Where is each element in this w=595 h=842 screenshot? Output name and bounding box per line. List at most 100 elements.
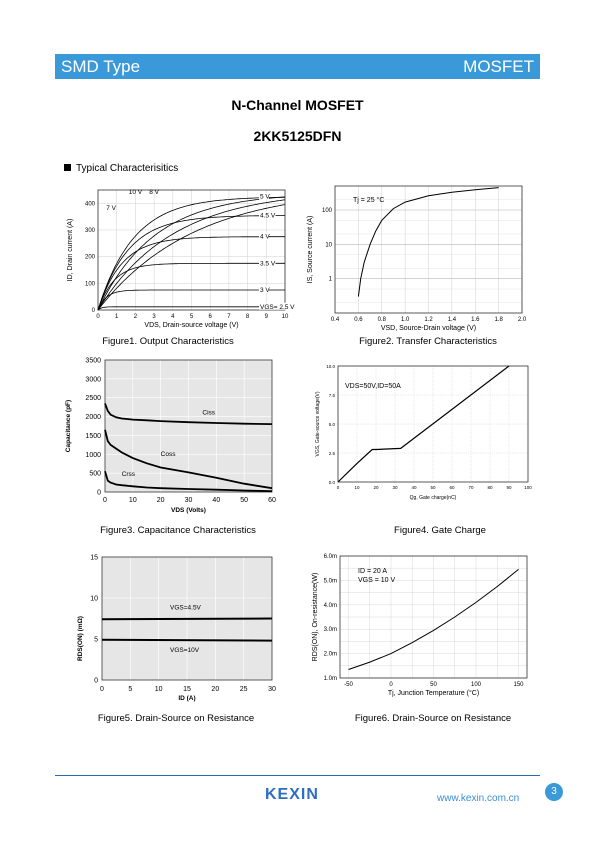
y-tick-label: 0.0 (329, 480, 336, 485)
x-tick-label: 90 (506, 485, 512, 490)
series-line (97, 289, 285, 311)
series-line (97, 262, 285, 311)
x-tick-label: 50 (430, 485, 436, 490)
x-tick-label: 70 (468, 485, 474, 490)
y-tick-label: 500 (89, 471, 101, 478)
y-tick-label: 100 (85, 281, 96, 287)
part-number: 2KK5125DFN (253, 128, 342, 144)
x-tick-label: 0.6 (354, 317, 363, 323)
header-category: MOSFET (463, 57, 534, 76)
x-tick-label: 100 (471, 682, 482, 688)
series-label-bg (259, 232, 269, 240)
transfer-curve (357, 187, 499, 297)
x-tick-label: 1.8 (494, 317, 503, 323)
x-tick-label: 100 (524, 485, 532, 490)
series-line (97, 306, 285, 311)
y-tick-label: 2.5 (329, 451, 336, 456)
rdson-temperature-curve (348, 569, 519, 670)
y-tick-label: 100 (322, 208, 333, 214)
y-tick-label: 7.5 (329, 393, 336, 398)
x-axis-label: VDS (Volts) (171, 507, 206, 514)
x-tick-label: 25 (240, 686, 248, 693)
x-tick-label: 40 (411, 485, 417, 490)
series-line (97, 204, 286, 311)
series-line (97, 196, 286, 311)
y-tick-label: 200 (85, 255, 96, 261)
x-tick-label: 1 (115, 314, 119, 320)
y-tick-label: 3.0m (324, 627, 337, 633)
x-tick-label: 10 (354, 485, 360, 490)
x-tick-label: 1.0 (401, 317, 410, 323)
x-tick-label: -50 (344, 682, 353, 688)
series-line (97, 196, 286, 311)
y-tick-label: 1500 (85, 433, 101, 440)
series-label: 7 V (106, 205, 116, 212)
series-label: VGS= 2.5 V (260, 304, 295, 311)
series-label: 8 V (149, 189, 159, 196)
x-tick-label: 8 (246, 314, 250, 320)
series-line (104, 471, 273, 493)
series-label: VGS=10V (170, 647, 200, 654)
series-line (101, 617, 273, 621)
series-line (104, 403, 273, 425)
x-tick-label: 20 (157, 497, 165, 504)
series-label: VGS=4.5V (170, 604, 202, 611)
series-line (97, 199, 286, 311)
plot-frame (104, 359, 273, 493)
x-axis-label: Tj, Junction Temperature (°C) (388, 689, 479, 697)
y-tick-label: 300 (85, 228, 96, 234)
x-axis-label: VDS, Drain-source voltage (V) (144, 322, 238, 329)
y-tick-label: 10 (325, 242, 332, 248)
x-tick-label: 0.8 (378, 317, 387, 323)
series-label: 5 V (260, 194, 270, 201)
x-tick-label: 30 (185, 497, 193, 504)
series-label: Coss (161, 451, 177, 458)
x-tick-label: 9 (265, 314, 269, 320)
x-tick-label: 20 (211, 686, 219, 693)
y-tick-label: 0 (94, 678, 98, 685)
chart-gate-charge: 0 10 20 30 40 50 60 70 80 90 100 0.0 2.5 5.0 7.5 10.0 VD… (315, 364, 532, 501)
x-tick-label: 3 (152, 314, 156, 320)
kexin-logo: KEXIN (265, 786, 319, 803)
x-tick-label: 80 (487, 485, 493, 490)
header-bar: SMD Type MOSFET (55, 54, 540, 79)
y-axis-label: RDS(ON) (mΩ) (77, 616, 84, 661)
x-tick-label: 150 (513, 682, 524, 688)
x-tick-label: 60 (449, 485, 455, 490)
series-line (104, 429, 273, 490)
x-tick-label: 10 (129, 497, 137, 504)
y-tick-label: 10 (90, 596, 98, 603)
x-axis-label: VSD, Source-Drain voltage (V) (381, 325, 476, 332)
y-tick-label: 4.0m (324, 603, 337, 609)
x-tick-label: 2 (134, 314, 138, 320)
y-tick-label: 6.0m (324, 554, 337, 560)
y-axis-label: ID, Drain current (A) (67, 219, 74, 282)
y-tick-label: 2.0m (324, 652, 337, 658)
section-heading: Typical Characterisitics (64, 163, 178, 174)
series-label-bg (259, 302, 292, 310)
y-tick-label: 1 (329, 277, 333, 283)
plot-frame (97, 189, 286, 311)
series-line (101, 638, 273, 642)
y-tick-label: 15 (90, 555, 98, 562)
y-axis-label: Capacitance (pF) (65, 400, 72, 452)
series-label: 3 V (260, 287, 270, 294)
chart-rdson-vs-temperature: -50 0 50 100 150 1.0m 2.0m 3.0m 4.0m 5.0m 6.0m ID =… (312, 554, 528, 697)
footer-url[interactable]: www.kexin.com.cn (437, 793, 520, 804)
x-tick-label: 20 (373, 485, 379, 490)
x-tick-label: 0 (337, 485, 340, 490)
y-axis-label: VGS, Gate-source voltage(V) (315, 391, 321, 456)
caption-fig5: Figure5. Drain-Source on Resistance (97, 713, 255, 724)
x-tick-label: 50 (240, 497, 248, 504)
caption-fig1: Figure1. Output Characteristics (102, 336, 234, 347)
y-tick-label: 0 (97, 490, 101, 497)
y-tick-label: 1000 (85, 452, 101, 459)
y-axis-label: IS, Source current (A) (307, 216, 314, 284)
x-tick-label: 5 (190, 314, 194, 320)
chart-transfer-characteristics: 0.4 0.6 0.8 1.0 1.2 1.4 1.6 1.8 2.0 1 10 100 Tj = 25… (307, 185, 527, 332)
caption-fig6: Figure6. Drain-Source on Resistance (354, 713, 512, 724)
series-label: Crss (122, 471, 136, 478)
x-tick-label: 30 (268, 686, 276, 693)
x-tick-label: 0 (389, 682, 393, 688)
series-label: 4 V (260, 234, 270, 241)
